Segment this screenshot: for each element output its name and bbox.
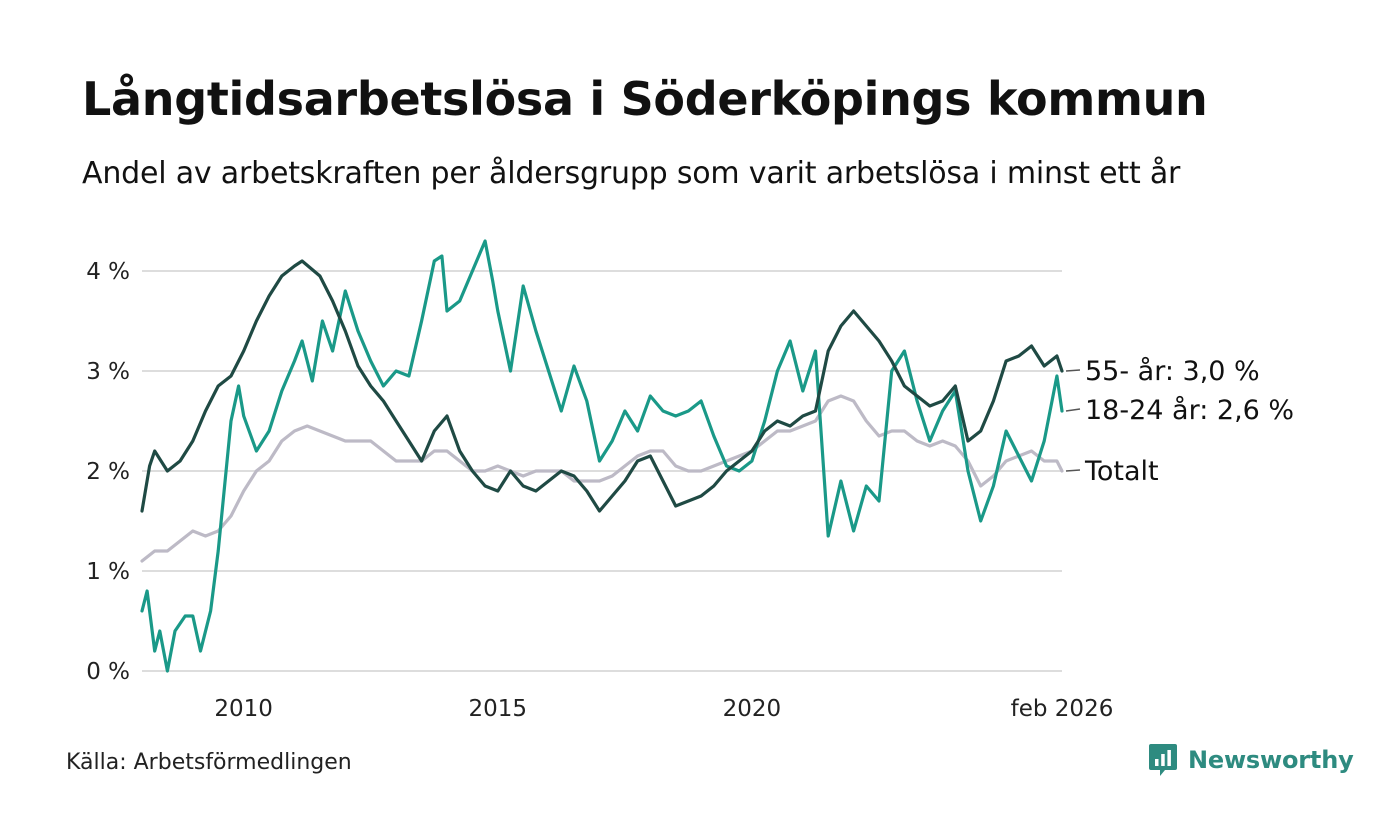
end-label-connector [1065,408,1081,412]
y-tick-label: 3 % [86,359,130,385]
source-note: Källa: Arbetsförmedlingen [66,750,352,775]
x-tick-label: 2015 [469,696,528,722]
end-label: 18-24 år: 2,6 % [1085,395,1294,426]
chart-subtitle: Andel av arbetskraften per åldersgrupp s… [82,156,1181,191]
brand-name: Newsworthy [1188,746,1354,774]
x-tick-label: 2010 [214,696,273,722]
end-labels: Totalt 18-24 år: 2,6 % 55- år: 3,0 % [1065,356,1294,487]
y-tick-label: 2 % [86,459,130,485]
end-label-connector [1065,469,1081,472]
chart-title: Långtidsarbetslösa i Söderköpings kommun [82,72,1208,126]
gridlines [142,270,1062,672]
x-axis-ticks: 2010 2015 2020 feb 2026 [214,696,1113,722]
y-tick-label: 0 % [86,659,130,685]
x-tick-label: feb 2026 [1011,696,1114,722]
series-lines [140,239,1064,673]
x-tick-label: 2020 [723,696,782,722]
brand-logo[interactable]: Newsworthy [1148,742,1354,778]
y-tick-label: 4 % [86,259,130,285]
end-label-connector [1065,369,1081,372]
y-tick-label: 1 % [86,559,130,585]
y-axis-ticks: 0 % 1 % 2 % 3 % 4 % [86,259,130,685]
series-line-18-24-r [140,239,1064,673]
end-label: 55- år: 3,0 % [1085,356,1260,387]
newsworthy-logo-icon [1149,744,1177,776]
end-label: Totalt [1084,456,1159,487]
series-line-55-r [140,259,1064,513]
series-line-totalt [140,394,1064,563]
